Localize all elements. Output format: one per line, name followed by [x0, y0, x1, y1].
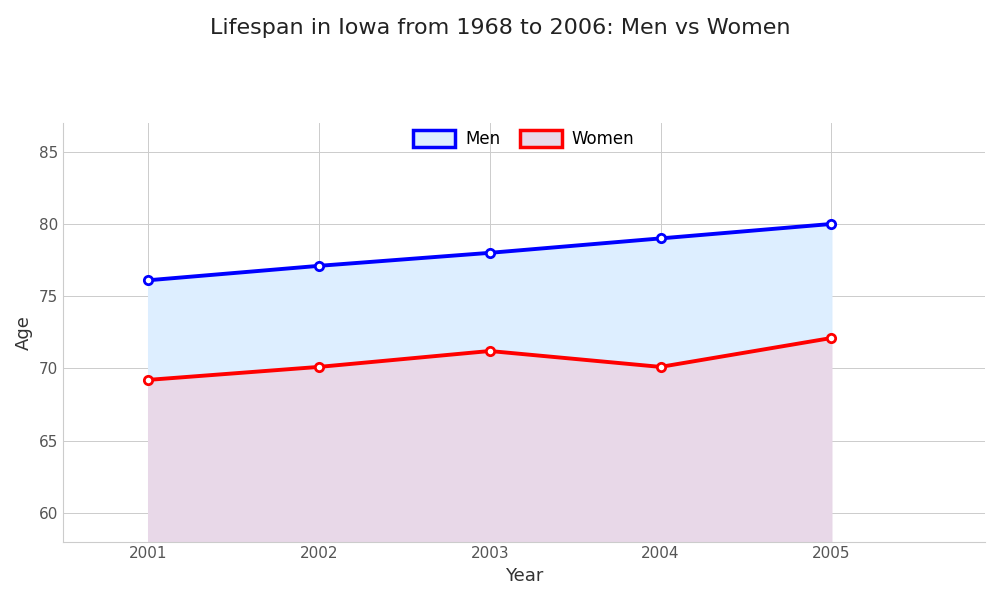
- Y-axis label: Age: Age: [15, 315, 33, 350]
- Legend: Men, Women: Men, Women: [407, 123, 641, 154]
- X-axis label: Year: Year: [505, 567, 543, 585]
- Text: Lifespan in Iowa from 1968 to 2006: Men vs Women: Lifespan in Iowa from 1968 to 2006: Men …: [210, 18, 790, 38]
